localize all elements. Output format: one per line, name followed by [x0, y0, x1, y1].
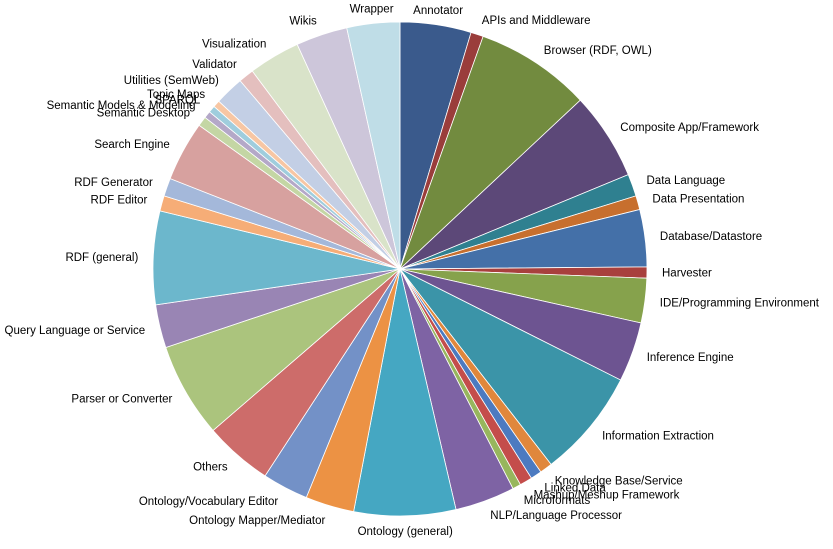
pie-label-ontology-vocabulary-editor: Ontology/Vocabulary Editor [139, 496, 279, 508]
pie-label-apis-and-middleware: APIs and Middleware [482, 15, 591, 27]
pie-slice-information-extraction [399, 268, 622, 465]
pie-slice-browser-rdf-owl [399, 35, 581, 270]
pie-label-semantic-desktop: Semantic Desktop [97, 107, 190, 119]
pie-label-data-presentation: Data Presentation [652, 194, 744, 206]
pie-slices [152, 21, 648, 517]
pie-label-validator: Validator [192, 59, 237, 71]
pie-label-others: Others [193, 461, 228, 473]
pie-label-rdf-editor: RDF Editor [91, 194, 148, 206]
pie-label-knowledge-base-service: Knowledge Base/Service [555, 475, 683, 487]
pie-label-query-language-or-service: Query Language or Service [5, 325, 146, 337]
pie-label-inference-engine: Inference Engine [647, 352, 734, 364]
pie-label-mashup-meshup-framework: Mashup/Meshup Framework [534, 489, 680, 501]
pie-slice-wrapper [346, 21, 401, 270]
pie-label-semantic-models-modeling: Semantic Models & Modeling [47, 100, 196, 112]
pie-label-nlp-language-processor: NLP/Language Processor [490, 510, 622, 522]
pie-labels: Annotator APIs and Middleware Browser (RDF… [5, 4, 820, 538]
pie-label-utilities-semweb: Utilities (SemWeb) [124, 75, 219, 87]
pie-label-database-datastore: Database/Datastore [660, 231, 762, 243]
pie-label-rdf-general: RDF (general) [65, 252, 138, 264]
pie-label-microformats: Microformats [524, 495, 591, 507]
pie-label-ontology-mapper-mediator: Ontology Mapper/Mediator [189, 515, 325, 527]
pie-label-wikis: Wikis [289, 16, 317, 28]
pie-label-composite-app-framework: Composite App/Framework [620, 122, 759, 134]
pie-label-sparql: SPARQL [154, 94, 200, 106]
pie-label-rdf-generator: RDF Generator [74, 177, 153, 189]
pie-label-linked-data: Linked Data [544, 483, 606, 495]
pie-label-annotator: Annotator [413, 5, 463, 17]
pie-label-topic-maps: Topic Maps [147, 89, 205, 101]
pie-label-harvester: Harvester [662, 268, 712, 280]
pie-label-ide-programming-environment: IDE/Programming Environment [660, 298, 820, 310]
pie-label-wrapper: Wrapper [350, 4, 394, 16]
pie-label-search-engine: Search Engine [94, 139, 169, 151]
pie-label-information-extraction: Information Extraction [602, 431, 714, 443]
pie-label-data-language: Data Language [647, 175, 726, 187]
pie-label-parser-or-converter: Parser or Converter [71, 394, 172, 406]
pie-label-visualization: Visualization [202, 39, 266, 51]
pie-label-browser-rdf-owl: Browser (RDF, OWL) [544, 45, 652, 57]
pie-label-ontology-general: Ontology (general) [358, 526, 453, 538]
